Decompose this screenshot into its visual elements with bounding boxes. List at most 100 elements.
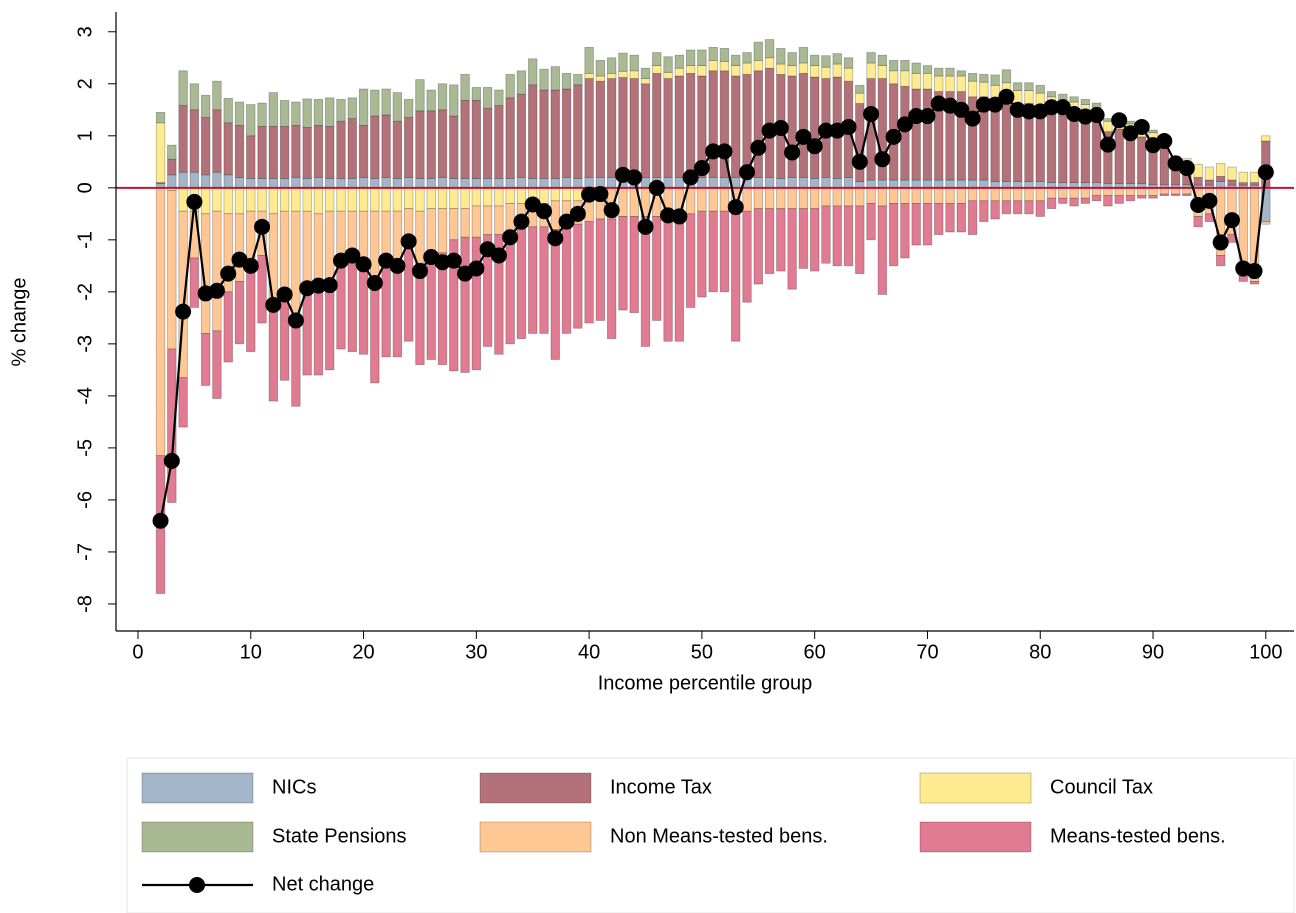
y-tick-label: 3 <box>74 26 96 37</box>
bar <box>866 52 876 64</box>
bar <box>888 59 899 72</box>
bar <box>1125 195 1136 202</box>
bar <box>1046 109 1057 184</box>
net-change-marker <box>840 118 857 135</box>
bar <box>528 84 538 179</box>
legend-marker <box>189 877 205 893</box>
x-tick-label: 80 <box>1029 641 1051 663</box>
bar <box>347 178 357 189</box>
bar <box>246 268 256 353</box>
net-change-marker <box>874 151 891 168</box>
x-tick-label: 30 <box>465 641 487 663</box>
bar <box>922 88 933 181</box>
bar <box>1046 91 1057 98</box>
bar <box>866 62 876 79</box>
net-change-marker <box>581 186 598 203</box>
y-tick-label: 2 <box>74 78 96 89</box>
bar <box>257 102 267 127</box>
bar <box>1069 96 1079 103</box>
bar <box>843 177 854 189</box>
bar <box>742 52 752 64</box>
net-change-marker <box>637 218 654 235</box>
bar <box>381 88 391 116</box>
bar <box>268 187 279 215</box>
bar <box>325 178 335 189</box>
bar <box>437 109 448 178</box>
net-change-marker <box>772 119 789 136</box>
net-change-marker <box>310 277 327 294</box>
bar <box>1024 200 1034 215</box>
net-change-marker <box>513 213 530 230</box>
net-change-marker <box>603 202 620 219</box>
net-change-marker <box>626 169 643 186</box>
bar <box>279 178 290 189</box>
bar <box>798 46 809 64</box>
bar <box>967 179 978 189</box>
bar <box>798 187 809 210</box>
bar <box>561 187 572 202</box>
legend-swatch <box>479 772 592 804</box>
bar <box>482 187 493 207</box>
bar <box>505 178 515 189</box>
net-change-marker <box>366 275 383 292</box>
bar <box>494 187 504 207</box>
bar <box>392 178 403 189</box>
bar <box>1238 171 1248 184</box>
bar <box>494 178 504 189</box>
bar <box>685 65 696 74</box>
bar <box>855 205 865 275</box>
legend-swatch <box>919 772 1032 804</box>
bar <box>855 103 865 182</box>
bar <box>843 187 854 207</box>
bar <box>1058 111 1068 184</box>
bar <box>809 187 820 210</box>
bar <box>257 255 267 324</box>
bar <box>877 179 888 189</box>
bar <box>584 78 594 178</box>
bar <box>212 109 222 173</box>
bar <box>1114 187 1124 197</box>
bar <box>798 177 809 189</box>
bar <box>1103 187 1113 197</box>
bar <box>336 120 346 179</box>
bar <box>302 187 312 212</box>
net-change-marker <box>355 256 372 273</box>
legend-label: NICs <box>272 776 316 798</box>
bar <box>200 187 211 215</box>
bar <box>460 100 470 179</box>
bar <box>381 177 391 189</box>
bar <box>911 179 921 189</box>
bar <box>922 203 933 246</box>
bar <box>257 187 267 212</box>
net-change-marker <box>186 193 203 210</box>
bar <box>268 92 279 127</box>
bar <box>381 210 391 256</box>
bar <box>798 72 809 178</box>
net-change-marker <box>1212 234 1229 251</box>
bar <box>1182 193 1192 197</box>
bar <box>505 97 515 179</box>
bar <box>900 70 910 87</box>
bar <box>719 48 730 62</box>
net-change-marker <box>242 257 259 274</box>
bar <box>460 236 470 373</box>
bar <box>606 57 617 74</box>
bar <box>877 205 888 295</box>
net-change-marker <box>175 303 192 320</box>
bar <box>279 291 290 381</box>
bar <box>460 74 470 101</box>
net-change-marker <box>1178 160 1195 177</box>
legend-swatch <box>919 821 1032 853</box>
bar <box>877 65 888 79</box>
bar <box>956 179 966 189</box>
bar <box>189 109 200 173</box>
bar <box>990 200 1000 220</box>
net-change-marker <box>693 160 710 177</box>
bar <box>595 59 606 77</box>
bar <box>1024 82 1034 91</box>
bar <box>866 179 876 189</box>
bar <box>855 187 865 207</box>
bar <box>731 54 741 66</box>
bar <box>234 177 245 189</box>
net-change-marker <box>750 139 767 156</box>
